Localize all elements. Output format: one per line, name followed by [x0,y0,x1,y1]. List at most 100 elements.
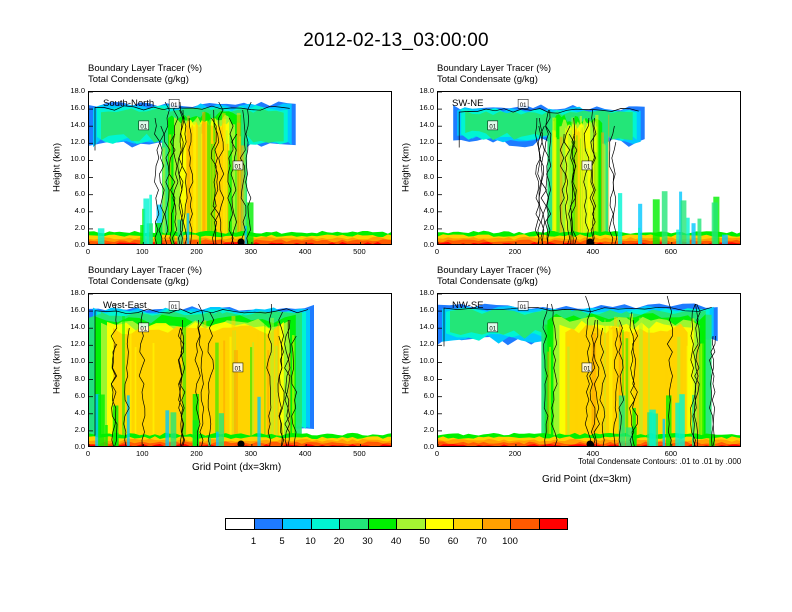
condensate-contour [171,101,179,244]
core-streak [703,341,706,446]
condensate-contour [709,335,716,446]
colorbar-cell [538,518,568,530]
xtick-label: 0 [85,449,91,458]
core-streak [257,332,259,446]
colorbar-cell [510,518,540,530]
core-streak [696,345,700,446]
svg-text:01: 01 [584,366,591,372]
ytick-label: 6.0 [74,390,85,400]
colorbar-cell [310,518,340,530]
figure-title: 2012-02-13_03:00:00 [303,30,489,51]
core-streak [593,152,596,244]
anvil-contour [94,308,309,436]
core-streak [618,324,622,446]
core-streak [629,313,633,446]
core-streak [202,111,206,244]
contour-label-3: 01 [517,301,529,311]
heatmap-svg-3: 01 01 01 West-East [89,294,391,446]
ytick-label: 2.0 [74,424,85,434]
xtick-label: 0 [434,247,440,256]
core-streak [275,345,278,446]
core-streak [625,338,629,446]
colorbar-cell [282,518,312,530]
core-streak [140,350,143,446]
panel1-title-condensate: Total Condensate (g/kg) [88,74,189,85]
xtick-label: 200 [190,247,203,256]
xlabel-panel4: Grid Point (dx=3km) [542,474,632,485]
ytick-label: 18.0 [70,86,85,95]
colorbar-cell [367,518,397,530]
colorbar-label: 30 [362,536,373,547]
core-streak [592,333,597,446]
panel2-title-tracer: Boundary Layer Tracer (%) [437,63,552,74]
core-streak [665,340,668,446]
condensate-contour [618,319,625,446]
core-streak [264,319,266,446]
shallow-tower [126,395,130,446]
contour-label-3: 01 [168,301,180,311]
ytick-label: 4.0 [74,205,85,215]
core-streak [638,317,643,446]
xtick-label: 400 [586,449,600,458]
heatmap-svg-2: 01 01 01 SW-NE [438,92,740,244]
svg-text:01: 01 [489,326,496,332]
ytick-label: 14.0 [419,120,434,130]
anvil-contour [443,306,712,347]
core-streak [241,145,246,244]
xtick-label: 600 [664,247,678,256]
svg-text:01: 01 [584,164,591,170]
shallow-tower [686,217,690,244]
core-streak [604,319,606,446]
location-marker [237,440,245,446]
svg-text:01: 01 [520,103,527,109]
condensate-contour [571,117,578,244]
core-streak [582,124,585,244]
ytick-label: 0.0 [423,442,434,451]
shallow-tower [143,198,150,244]
condensate-contour [583,117,590,244]
condensate-contour [694,303,701,446]
core-streak [590,141,594,244]
shallow-tower [661,191,668,244]
contour-note: Total Condensate Contours: .01 to .01 by… [578,457,742,466]
direction-label: South-North [103,98,154,109]
xtick-label: 0 [434,449,440,458]
condensate-contour [590,117,597,244]
ytick-label: 0.0 [74,442,85,451]
condensate-contour [245,101,252,244]
condensate-contour [239,109,247,244]
shallow-tower [216,431,219,446]
ytick-label: 16.0 [419,305,434,315]
ytick-label: 14.0 [70,322,85,332]
contour-label-1: 01 [487,120,499,130]
contour-label-3: 01 [168,99,180,109]
contour-label-2: 01 [581,362,593,372]
condensate-contour [181,109,188,244]
core-streak [614,316,618,446]
core-streak [187,115,190,244]
colorbar-cell [453,518,483,530]
heatmap-svg-4: 01 01 01 NW-SE [438,294,740,446]
condensate-contour [110,343,118,446]
xtick-label: 100 [136,247,149,256]
ytick-label: 8.0 [423,373,434,383]
condensate-contour [709,335,716,446]
ytick-label: 16.0 [70,103,85,113]
xtick-label: 200 [190,449,203,458]
shallow-tower [112,405,119,446]
shallow-tower [625,427,633,446]
ytick-label: 4.0 [423,407,434,417]
location-marker [237,238,245,244]
direction-label: SW-NE [452,98,484,109]
ytick-label: 18.0 [419,86,434,95]
condensate-contour [177,327,185,446]
core-streak [197,123,202,244]
condensate-contour [589,319,596,446]
ytick-label: 14.0 [419,322,434,332]
condensate-contour [629,311,636,446]
contour-label-1: 01 [138,322,150,332]
core-streak [677,336,681,446]
shallow-tower [149,194,152,244]
ytick-label: 6.0 [74,188,85,198]
ytick-label: 8.0 [74,373,85,383]
